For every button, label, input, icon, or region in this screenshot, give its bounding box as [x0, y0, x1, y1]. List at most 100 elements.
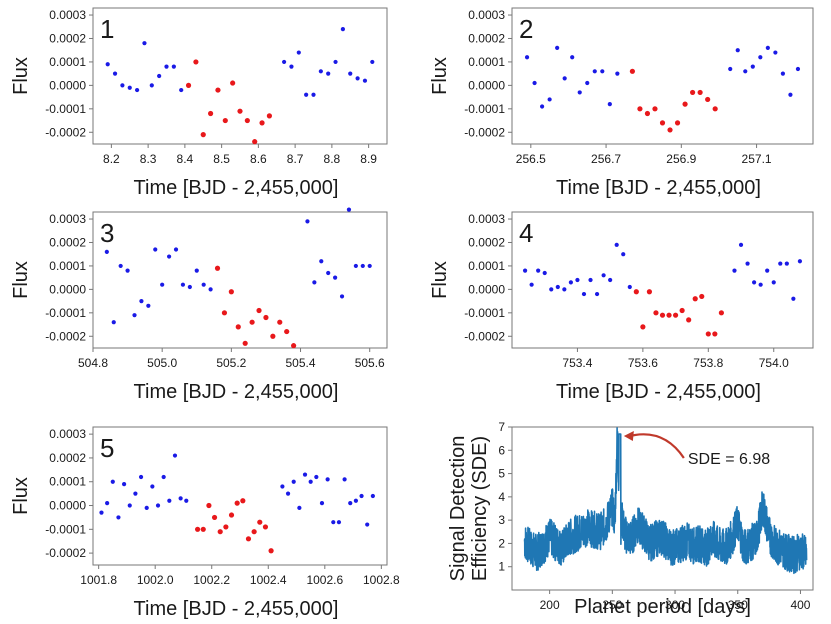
out-of-transit-point [325, 477, 330, 482]
in-transit-point [652, 106, 658, 112]
y-tick-label: 1 [498, 560, 505, 574]
out-of-transit-point [355, 76, 360, 81]
out-of-transit-point [135, 87, 140, 93]
out-of-transit-point [110, 479, 115, 484]
out-of-transit-point [166, 254, 172, 259]
out-of-transit-point [104, 249, 109, 254]
out-of-transit-point [208, 287, 213, 292]
out-of-transit-point [289, 64, 294, 69]
y-tick-label: 0.0000 [468, 282, 505, 296]
y-tick-label: -0.0002 [464, 125, 505, 139]
out-of-transit-point [735, 48, 740, 53]
x-tick-label: 8.8 [324, 152, 341, 166]
x-tick-label: 8.7 [287, 152, 304, 166]
plot-frame [92, 426, 388, 566]
in-transit-point [249, 319, 255, 325]
out-of-transit-point [285, 491, 291, 496]
in-transit-point [640, 324, 646, 330]
y-tick-label: 0.0003 [49, 8, 86, 22]
out-of-transit-point [529, 282, 534, 287]
out-of-transit-point [555, 45, 560, 50]
x-tick-label: 300 [665, 598, 685, 612]
out-of-transit-point [336, 520, 342, 525]
panel-number: 2 [519, 14, 533, 44]
in-transit-point [262, 524, 269, 530]
out-of-transit-point [326, 270, 331, 276]
y-tick-label: 0.0003 [468, 212, 505, 226]
out-of-transit-point [312, 280, 317, 285]
in-transit-point [659, 120, 666, 126]
in-transit-point [697, 89, 703, 96]
x-tick-label: 8.6 [250, 152, 267, 166]
in-transit-point [206, 502, 212, 509]
in-transit-point [244, 117, 250, 124]
x-tick-label: 753.6 [628, 356, 658, 370]
in-transit-point [291, 343, 297, 349]
out-of-transit-point [370, 493, 375, 499]
out-of-transit-point [144, 505, 149, 510]
out-of-transit-point [125, 268, 130, 273]
in-transit-point [214, 265, 221, 271]
out-of-transit-point [797, 259, 803, 264]
y-tick-label: -0.0001 [45, 102, 86, 116]
in-transit-point [667, 127, 673, 133]
x-axis-label: Time [BJD - 2,455,000] [556, 381, 761, 403]
annotation-arrow-head [623, 430, 634, 441]
in-transit-point [240, 498, 246, 504]
in-transit-point [705, 331, 711, 337]
in-transit-point [237, 108, 243, 114]
in-transit-point [194, 526, 201, 532]
out-of-transit-point [127, 85, 132, 90]
out-of-transit-point [155, 503, 161, 508]
out-of-transit-point [728, 66, 733, 72]
in-transit-point [277, 319, 283, 325]
in-transit-point [672, 312, 679, 318]
plot-frame [511, 211, 814, 349]
out-of-transit-point [194, 268, 199, 273]
in-transit-point [215, 87, 221, 93]
x-axis-label: Time [BJD - 2,455,000] [134, 598, 339, 620]
y-tick-label: 0.0002 [49, 451, 86, 465]
in-transit-point [646, 289, 653, 295]
y-tick-label: 4 [498, 490, 505, 504]
out-of-transit-point [353, 498, 359, 503]
out-of-transit-point [314, 474, 319, 480]
out-of-transit-point [367, 263, 372, 269]
plot-frame [92, 211, 388, 349]
out-of-transit-point [304, 92, 309, 97]
y-tick-label: 5 [498, 467, 505, 481]
in-transit-point [712, 331, 718, 337]
out-of-transit-point [333, 59, 338, 65]
out-of-transit-point [319, 259, 324, 264]
in-transit-point [644, 110, 651, 117]
x-tick-label: 1001.8 [80, 573, 117, 587]
out-of-transit-point [138, 474, 144, 480]
out-of-transit-point [339, 294, 345, 299]
out-of-transit-point [160, 282, 165, 287]
y-tick-label: 0.0001 [49, 475, 86, 489]
x-tick-label: 8.3 [140, 152, 157, 166]
out-of-transit-point [750, 64, 755, 69]
chart-panel-2: 0.0003 0.0002 0.0001 0.0000 -0.0001 -0.0002 25… [429, 7, 814, 199]
out-of-transit-point [139, 299, 144, 304]
out-of-transit-point [562, 76, 567, 81]
out-of-transit-point [353, 263, 358, 269]
out-of-transit-point [780, 71, 786, 76]
x-tick-label: 200 [540, 598, 560, 612]
y-tick-label: 7 [498, 420, 505, 434]
x-tick-label: 257.1 [742, 152, 772, 166]
out-of-transit-point [133, 491, 138, 496]
in-transit-point [223, 524, 229, 530]
in-transit-point [200, 132, 206, 138]
out-of-transit-point [752, 280, 757, 285]
out-of-transit-point [296, 50, 301, 55]
in-transit-point [629, 68, 636, 74]
out-of-transit-point [621, 252, 626, 257]
out-of-transit-point [302, 472, 308, 477]
out-of-transit-point [111, 320, 116, 325]
in-transit-point [251, 529, 257, 535]
out-of-transit-point [370, 59, 375, 65]
y-tick-label: -0.0001 [464, 102, 505, 116]
out-of-transit-point [765, 45, 770, 50]
